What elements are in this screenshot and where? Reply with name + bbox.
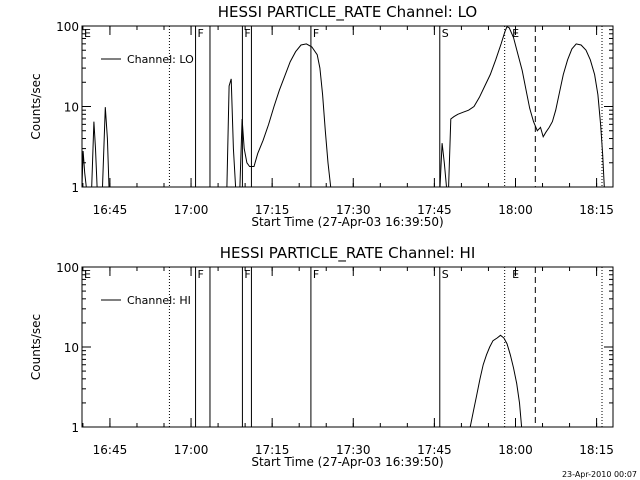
marker-flag-e: E bbox=[84, 27, 91, 40]
marker-flag-f: F bbox=[244, 27, 250, 40]
x-tick-label: 18:15 bbox=[579, 443, 614, 457]
x-tick-label: 17:15 bbox=[255, 203, 290, 217]
chart-title: HESSI PARTICLE_RATE Channel: HI bbox=[220, 244, 476, 263]
x-tick-label: 17:30 bbox=[336, 443, 371, 457]
plot-frame bbox=[81, 266, 614, 428]
x-tick-label: 17:00 bbox=[174, 203, 209, 217]
y-axis-label: Counts/sec bbox=[29, 314, 43, 380]
chart-panel-hi: HESSI PARTICLE_RATE Channel: HI Counts/se… bbox=[29, 244, 614, 469]
x-tick-label: 18:00 bbox=[498, 443, 533, 457]
marker-flag-f: F bbox=[198, 27, 204, 40]
plot-frame bbox=[81, 25, 614, 188]
series-line-segment bbox=[81, 150, 87, 188]
x-tick-label: 18:00 bbox=[498, 203, 533, 217]
y-tick-label: 100 bbox=[56, 20, 79, 34]
y-tick-label: 1 bbox=[71, 421, 79, 435]
y-tick-label: 100 bbox=[56, 261, 79, 275]
marker-flag-s: S bbox=[442, 27, 449, 40]
marker-flag-f: F bbox=[198, 268, 204, 281]
x-tick-label: 17:45 bbox=[417, 443, 452, 457]
chart-panel-lo: HESSI PARTICLE_RATE Channel: LO Counts/se… bbox=[29, 3, 614, 229]
chart-title: HESSI PARTICLE_RATE Channel: LO bbox=[218, 3, 477, 22]
x-tick-label: 17:00 bbox=[174, 443, 209, 457]
marker-flag-f: F bbox=[313, 27, 319, 40]
y-tick-label: 1 bbox=[71, 181, 79, 195]
x-tick-label: 17:15 bbox=[255, 443, 290, 457]
marker-flag-e: E bbox=[512, 268, 519, 281]
series-line-segment bbox=[439, 143, 447, 188]
series-line-segment bbox=[226, 78, 237, 188]
x-axis-label: Start Time (27-Apr-03 16:39:50) bbox=[251, 215, 443, 229]
x-tick-label: 17:30 bbox=[336, 203, 371, 217]
series-line-segment bbox=[91, 121, 98, 188]
marker-flag-s: S bbox=[442, 268, 449, 281]
x-tick-label: 18:15 bbox=[579, 203, 614, 217]
marker-flag-f: F bbox=[313, 268, 319, 281]
series-line-segment bbox=[469, 334, 523, 428]
legend-label: Channel: HI bbox=[127, 294, 191, 307]
series-line-segment bbox=[448, 26, 605, 188]
timestamp-footer: 23-Apr-2010 00:07 bbox=[562, 470, 637, 479]
x-tick-label: 16:45 bbox=[93, 203, 128, 217]
marker-flag-f: F bbox=[244, 268, 250, 281]
series-line-segment bbox=[239, 43, 332, 188]
x-tick-label: 17:45 bbox=[417, 203, 452, 217]
x-axis-label: Start Time (27-Apr-03 16:39:50) bbox=[251, 455, 443, 469]
y-tick-label: 10 bbox=[64, 101, 79, 115]
y-axis-label: Counts/sec bbox=[29, 73, 43, 139]
x-tick-label: 16:45 bbox=[93, 443, 128, 457]
y-tick-label: 10 bbox=[64, 341, 79, 355]
series-line-segment bbox=[102, 107, 110, 188]
marker-flag-e: E bbox=[512, 27, 519, 40]
marker-flag-e: E bbox=[84, 268, 91, 281]
legend-label: Channel: LO bbox=[127, 53, 194, 66]
